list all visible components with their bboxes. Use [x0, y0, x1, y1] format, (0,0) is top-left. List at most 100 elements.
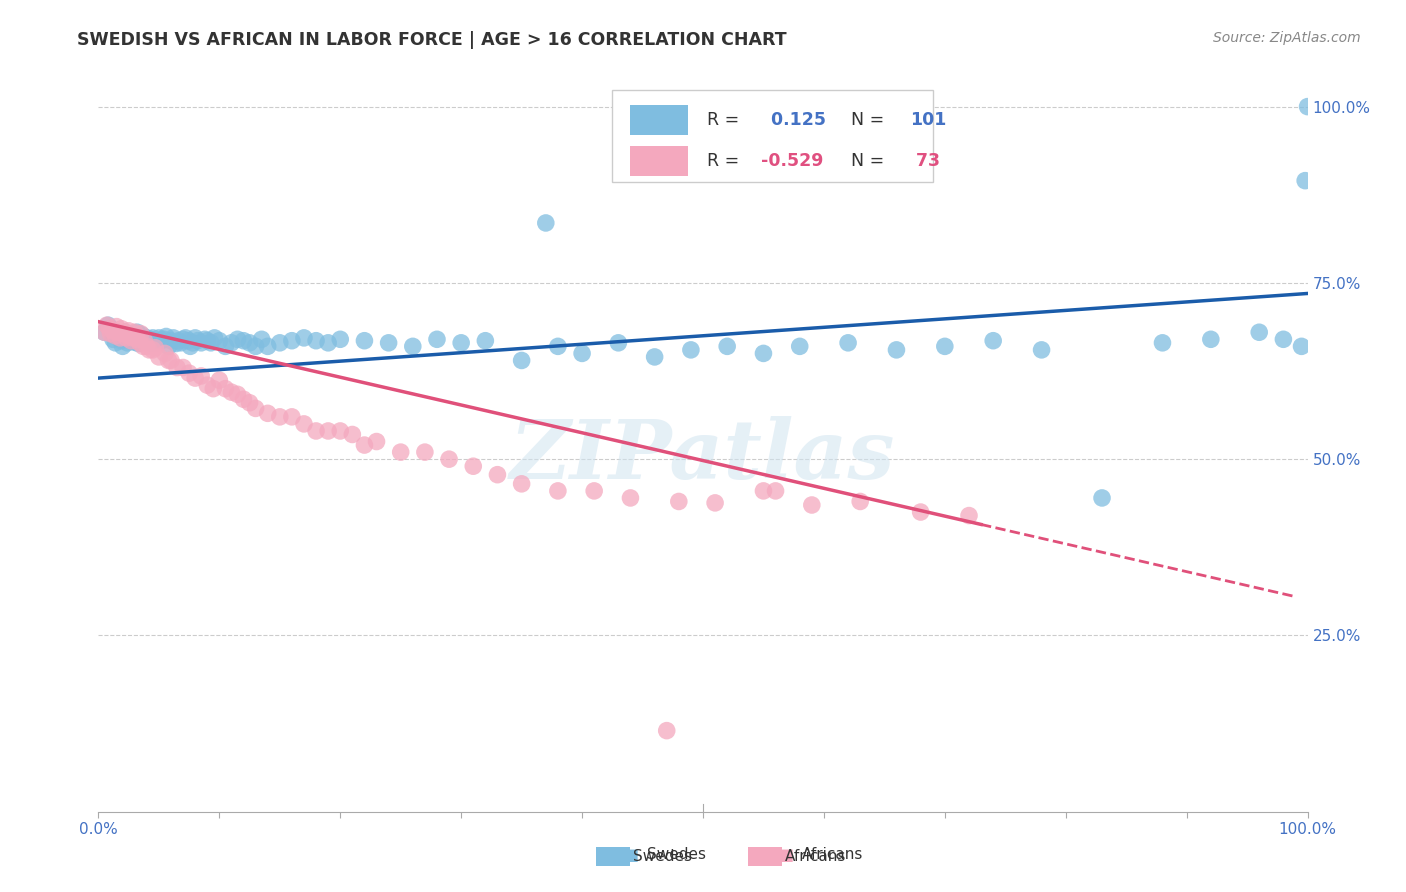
Text: ▪: ▪: [778, 843, 794, 866]
Point: [117, 335, 139, 350]
Point: [510, 476, 533, 491]
Point: [142, 343, 165, 357]
Point: [111, 339, 134, 353]
Point: [115, 331, 138, 345]
Point: [143, 341, 166, 355]
Text: SWEDISH VS AFRICAN IN LABOR FORCE | AGE > 16 CORRELATION CHART: SWEDISH VS AFRICAN IN LABOR FORCE | AGE …: [77, 31, 787, 49]
Text: 73: 73: [910, 152, 939, 170]
Point: [124, 325, 146, 339]
Point: [239, 396, 262, 410]
Point: [181, 335, 204, 350]
Point: [547, 339, 569, 353]
Text: N =: N =: [839, 152, 890, 170]
Point: [194, 332, 217, 346]
Point: [132, 339, 155, 353]
Point: [115, 332, 138, 346]
Point: [644, 350, 666, 364]
Point: [619, 491, 641, 505]
Text: ZIPatlas: ZIPatlas: [510, 417, 896, 496]
Point: [172, 332, 194, 346]
Point: [165, 336, 187, 351]
Point: [128, 334, 150, 348]
Point: [184, 331, 207, 345]
Point: [107, 325, 129, 339]
Point: [281, 334, 304, 348]
Point: [145, 335, 167, 350]
Point: [108, 331, 131, 345]
Point: [129, 331, 152, 345]
Point: [353, 334, 375, 348]
Point: [342, 427, 364, 442]
Point: [214, 339, 236, 353]
Point: [195, 378, 218, 392]
Point: [118, 326, 141, 341]
Point: [765, 483, 787, 498]
Point: [668, 494, 690, 508]
Point: [329, 332, 352, 346]
Point: [1152, 335, 1174, 350]
Point: [179, 366, 201, 380]
Text: Source: ZipAtlas.com: Source: ZipAtlas.com: [1213, 31, 1361, 45]
Bar: [630, 146, 689, 176]
Point: [269, 409, 291, 424]
Point: [281, 409, 304, 424]
Point: [143, 334, 166, 348]
Point: [202, 382, 225, 396]
Point: [157, 339, 180, 353]
Text: 101: 101: [910, 112, 946, 129]
Point: [135, 331, 157, 345]
Point: [112, 328, 135, 343]
Point: [110, 334, 132, 348]
Point: [547, 483, 569, 498]
Point: [232, 334, 254, 348]
Point: [105, 328, 128, 343]
Point: [108, 331, 131, 345]
Point: [752, 346, 775, 360]
Point: [150, 334, 173, 348]
Point: [139, 332, 162, 346]
Point: [93, 325, 115, 339]
Point: [100, 322, 122, 336]
Point: [226, 387, 249, 401]
Point: [98, 322, 121, 336]
Point: [256, 339, 278, 353]
Point: [1249, 325, 1271, 339]
Point: [789, 339, 811, 353]
Point: [752, 483, 775, 498]
Point: [305, 424, 328, 438]
Point: [437, 452, 460, 467]
Point: [571, 346, 593, 360]
Point: [110, 322, 132, 336]
Point: [134, 334, 156, 348]
Point: [316, 335, 339, 350]
Point: [607, 335, 630, 350]
Point: [132, 332, 155, 346]
Point: [232, 392, 254, 407]
Point: [148, 350, 170, 364]
Point: [329, 424, 352, 438]
Point: [111, 326, 134, 341]
Point: [97, 318, 120, 333]
Point: [1294, 174, 1316, 188]
Text: Swedes: Swedes: [633, 849, 692, 863]
Point: [121, 331, 143, 345]
Point: [849, 494, 872, 508]
Point: [704, 496, 727, 510]
Point: [141, 335, 163, 350]
Point: [534, 216, 557, 230]
Point: [426, 332, 449, 346]
Point: [934, 339, 956, 353]
Point: [292, 417, 315, 431]
Point: [127, 336, 149, 351]
Text: Africans: Africans: [801, 847, 863, 862]
Point: [957, 508, 980, 523]
Point: [157, 353, 180, 368]
Point: [200, 335, 222, 350]
Point: [174, 331, 197, 345]
Point: [167, 334, 190, 348]
Point: [114, 325, 136, 339]
Point: [190, 335, 212, 350]
Bar: [630, 105, 689, 135]
Point: [716, 339, 738, 353]
Point: [152, 332, 174, 346]
